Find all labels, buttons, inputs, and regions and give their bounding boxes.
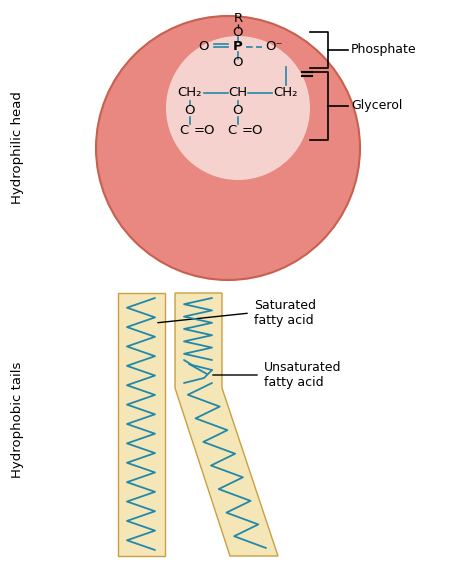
Text: O: O	[233, 105, 243, 118]
Circle shape	[166, 36, 310, 180]
Text: O: O	[233, 57, 243, 70]
Text: Unsaturated
fatty acid: Unsaturated fatty acid	[264, 361, 341, 389]
Text: O: O	[199, 41, 209, 54]
Text: R: R	[233, 12, 243, 25]
Text: CH₂: CH₂	[274, 87, 298, 100]
Text: O⁻: O⁻	[265, 41, 283, 54]
Polygon shape	[175, 293, 278, 556]
Text: Glycerol: Glycerol	[351, 100, 402, 113]
Text: C: C	[179, 125, 189, 138]
Text: P: P	[233, 41, 243, 54]
Text: O: O	[185, 105, 195, 118]
Text: CH₂: CH₂	[178, 87, 202, 100]
Circle shape	[96, 16, 360, 280]
Text: Hydrophilic head: Hydrophilic head	[11, 92, 25, 204]
Polygon shape	[118, 293, 165, 556]
Text: =O: =O	[241, 125, 263, 138]
Text: Hydrophobic tails: Hydrophobic tails	[11, 362, 25, 478]
Text: =O: =O	[193, 125, 215, 138]
Text: Phosphate: Phosphate	[351, 44, 417, 57]
Text: C: C	[228, 125, 237, 138]
Text: O: O	[233, 27, 243, 40]
Text: CH: CH	[228, 87, 247, 100]
Text: Saturated
fatty acid: Saturated fatty acid	[254, 299, 316, 327]
